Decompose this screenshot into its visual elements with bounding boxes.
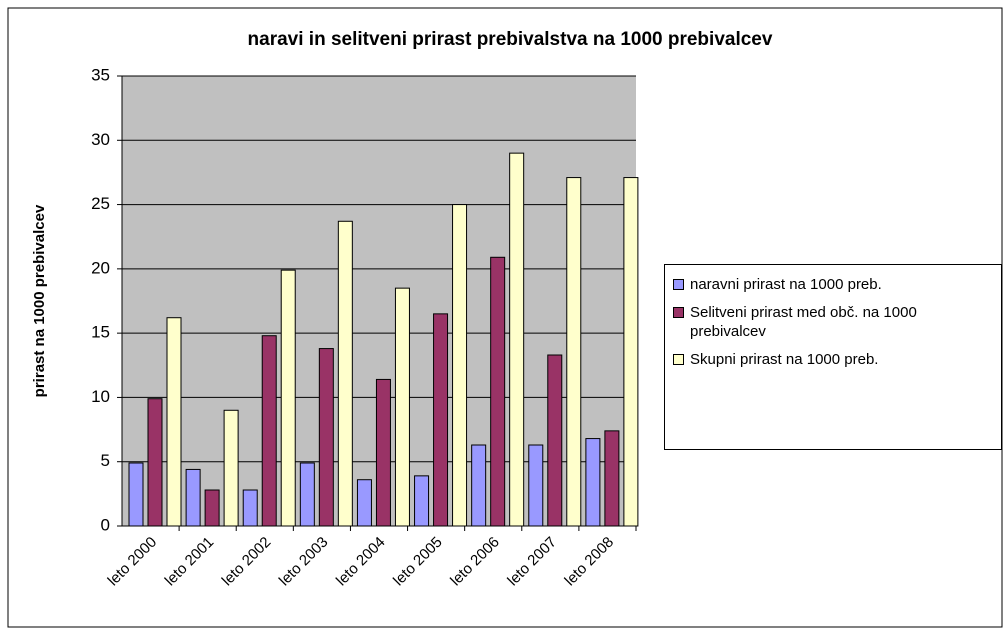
bar [566, 177, 582, 527]
bar [166, 317, 182, 527]
legend-label: naravni prirast na 1000 preb. [690, 276, 882, 293]
bar [623, 177, 639, 527]
bar [375, 378, 391, 527]
bar [128, 462, 144, 527]
bar [471, 444, 487, 527]
chart-title: naravi in selitveni prirast prebivalstva… [248, 29, 773, 50]
bar [528, 444, 544, 527]
legend-item: Skupni prirast na 1000 preb. [673, 350, 993, 369]
legend: naravni prirast na 1000 preb. Selitveni p… [664, 264, 1002, 450]
bar [261, 335, 277, 527]
bar [356, 479, 372, 527]
bar [185, 468, 201, 527]
bar [147, 398, 163, 527]
bar [299, 462, 315, 527]
bar [337, 220, 353, 527]
bar [280, 269, 296, 527]
y-tick-label: 5 [101, 451, 110, 470]
bar [414, 475, 430, 527]
y-tick-label: 0 [101, 515, 110, 534]
legend-swatch [673, 307, 684, 318]
bar [242, 489, 258, 527]
bar [490, 256, 506, 527]
bar [223, 409, 239, 527]
legend-swatch [673, 354, 684, 365]
y-tick-label: 10 [91, 387, 110, 406]
bar [394, 287, 410, 527]
bar [547, 354, 563, 527]
y-tick-label: 25 [91, 194, 110, 213]
y-tick-label: 15 [91, 323, 110, 342]
legend-item: Selitveni prirast med obč. na 1000 prebi… [673, 303, 993, 341]
bar [452, 204, 468, 527]
bar [604, 430, 620, 527]
y-axis-label: prirast na 1000 prebivalcev [31, 204, 48, 397]
y-tick-label: 35 [91, 65, 110, 84]
bar [318, 348, 334, 527]
bar [204, 489, 220, 527]
bar [585, 438, 601, 527]
legend-item: naravni prirast na 1000 preb. [673, 275, 993, 294]
legend-label: Skupni prirast na 1000 preb. [690, 351, 879, 368]
legend-label: Selitveni prirast med obč. na 1000 prebi… [690, 304, 917, 340]
y-tick-label: 20 [91, 258, 110, 277]
legend-swatch [673, 279, 684, 290]
bar [433, 313, 449, 527]
bar [509, 152, 525, 527]
y-tick-label: 30 [91, 130, 110, 149]
